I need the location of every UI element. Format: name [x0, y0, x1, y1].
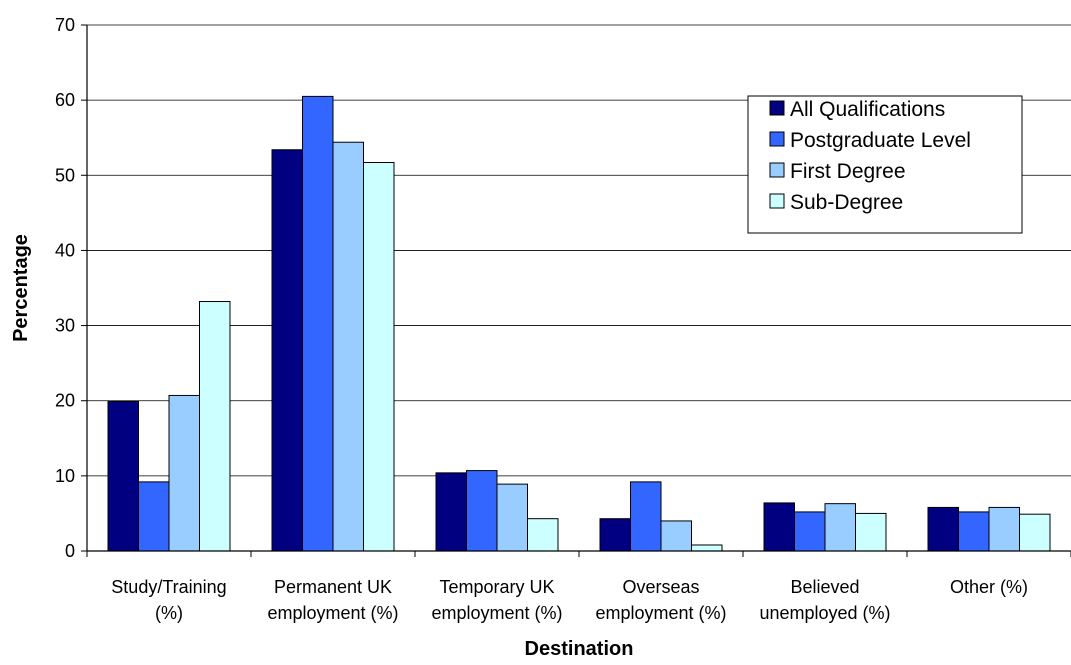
bar-sub-degree-0: [199, 301, 231, 552]
bar-postgraduate-level-0: [138, 481, 170, 552]
legend-label: Postgraduate Level: [790, 129, 971, 152]
y-axis-title: Percentage: [10, 234, 32, 342]
y-tick-label: 60: [55, 90, 75, 110]
bar-first-degree-5: [988, 506, 1020, 552]
bar-all-qualifications-4: [763, 502, 795, 552]
legend-box: [747, 95, 1023, 234]
x-tick-label: Permanent UK employment (%): [267, 577, 398, 623]
legend-swatch: [769, 131, 785, 147]
bar-sub-degree-3: [691, 544, 723, 552]
legend-label: Sub-Degree: [790, 191, 903, 214]
bar-all-qualifications-5: [927, 506, 959, 552]
legend: All Qualifications Postgraduate Level Firs…: [747, 95, 1023, 234]
x-tick-label: Believed unemployed (%): [759, 577, 890, 623]
x-tick-label: Other (%): [950, 577, 1028, 597]
bar-postgraduate-level-1: [302, 95, 334, 552]
y-tick-label: 30: [55, 316, 75, 336]
x-tick-label: Study/Training (%): [111, 577, 226, 623]
bar-first-degree-1: [332, 141, 364, 552]
y-tick-label: 20: [55, 391, 75, 411]
legend-swatch: [769, 193, 785, 209]
x-tick-label: Temporary UK employment (%): [431, 577, 562, 623]
legend-label: First Degree: [790, 160, 906, 183]
y-tick-label: 50: [55, 165, 75, 185]
y-tick-label: 70: [55, 15, 75, 35]
bar-first-degree-4: [824, 503, 856, 552]
y-tick-label: 40: [55, 240, 75, 260]
y-tick-label: 10: [55, 466, 75, 486]
legend-label: All Qualifications: [790, 98, 945, 121]
bar-all-qualifications-0: [107, 400, 139, 552]
y-tick-label: 0: [65, 541, 75, 561]
bar-postgraduate-level-5: [958, 511, 990, 552]
bar-postgraduate-level-2: [466, 470, 498, 552]
bar-sub-degree-5: [1019, 513, 1051, 552]
x-tick-label: Overseas employment (%): [595, 577, 726, 623]
bar-first-degree-0: [168, 394, 200, 552]
bar-sub-degree-1: [363, 162, 395, 552]
bar-postgraduate-level-4: [794, 511, 826, 552]
bar-postgraduate-level-3: [630, 481, 662, 552]
legend-swatch: [769, 100, 785, 116]
x-axis-title: Destination: [525, 638, 634, 660]
bars-group: [107, 95, 1051, 552]
bar-sub-degree-4: [855, 512, 887, 552]
bar-all-qualifications-3: [599, 518, 631, 552]
legend-swatch: [769, 162, 785, 178]
bar-all-qualifications-1: [271, 149, 303, 552]
bar-all-qualifications-2: [435, 472, 467, 552]
x-tick-labels: Study/Training (%) Permanent UK employment …: [86, 551, 1071, 623]
bar-sub-degree-2: [527, 518, 559, 552]
bar-first-degree-2: [496, 483, 528, 552]
bar-first-degree-3: [660, 520, 692, 552]
y-tick-labels: 0 10 20 30 40 50 60 70: [55, 15, 75, 561]
